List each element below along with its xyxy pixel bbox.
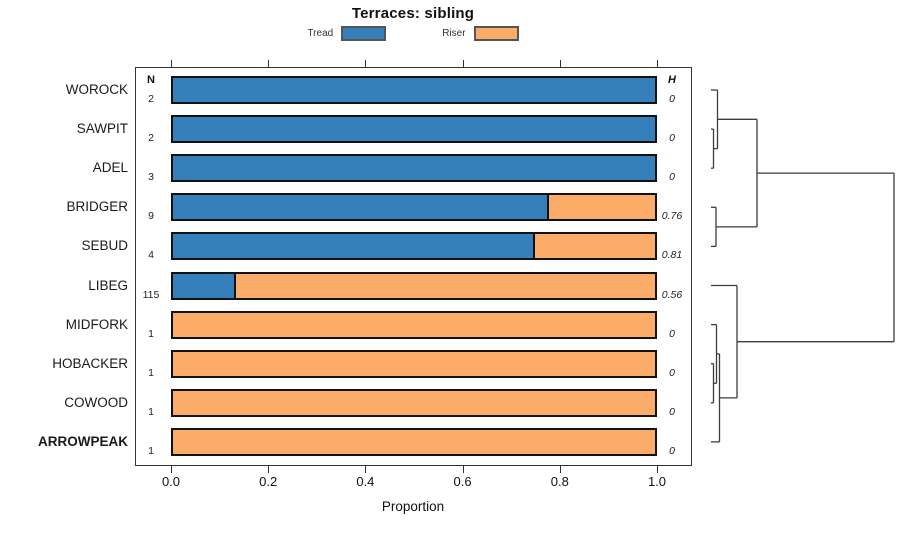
n-value: 1 — [148, 327, 154, 340]
h-value: 0 — [669, 93, 675, 105]
row-label: WOROCK — [65, 82, 128, 97]
top-axis-tick — [365, 60, 367, 67]
row-label: BRIDGER — [66, 199, 128, 215]
row-label: SEBUD — [81, 238, 128, 254]
n-value: 115 — [142, 288, 160, 301]
n-value: 1 — [148, 366, 154, 379]
bar-segment-riser — [534, 234, 655, 259]
bottom-axis-tick — [171, 466, 172, 473]
x-tick-label: 0.4 — [356, 474, 375, 489]
bar-segment-riser — [173, 351, 655, 376]
legend-label-riser: Riser — [442, 28, 466, 39]
bar-segment-riser — [173, 390, 655, 415]
n-value: 1 — [148, 444, 154, 457]
chart-title: Terraces: sibling — [351, 5, 475, 22]
proportion-bar — [171, 115, 657, 144]
h-value: 0 — [669, 327, 675, 340]
n-value: 2 — [148, 93, 154, 105]
x-tick-label: 0.2 — [259, 474, 278, 489]
n-column-header: N — [147, 74, 155, 86]
h-value: 0 — [669, 171, 675, 184]
proportion-bar — [171, 427, 657, 456]
bottom-axis-tick — [559, 466, 561, 473]
bar-segment-riser — [173, 312, 655, 337]
row-label: ARROWPEAK — [38, 433, 128, 449]
plot-frame — [135, 67, 692, 466]
riser-swatch — [473, 26, 519, 41]
row-label: ADEL — [92, 160, 128, 176]
row-label: MIDFORK — [65, 316, 128, 332]
h-value: 0 — [669, 132, 675, 145]
legend-label-tread: Tread — [307, 28, 334, 39]
x-tick-label: 0.0 — [161, 474, 181, 489]
bar-segment-riser — [548, 195, 655, 220]
tread-swatch — [341, 26, 387, 41]
h-value: 0 — [669, 444, 675, 457]
top-axis-tick — [268, 60, 270, 67]
h-value: 0 — [669, 405, 675, 418]
h-value: 0.56 — [661, 288, 683, 301]
h-value: 0.81 — [661, 249, 683, 262]
bottom-axis-tick — [657, 466, 658, 473]
n-value: 1 — [148, 405, 154, 418]
x-tick-label: 1.0 — [647, 474, 667, 489]
row-label: COWOOD — [64, 394, 128, 410]
bar-segment-tread — [173, 78, 655, 102]
n-value: 9 — [148, 210, 154, 223]
proportion-bar — [171, 154, 657, 183]
top-axis-tick — [462, 60, 464, 67]
bottom-axis-tick — [365, 466, 367, 473]
bar-segment-tread — [173, 234, 535, 259]
bar-segment-tread — [173, 273, 236, 298]
h-value: 0.76 — [661, 210, 683, 223]
x-tick-label: 0.8 — [550, 474, 569, 489]
n-value: 4 — [148, 249, 154, 262]
proportion-bar — [171, 193, 657, 222]
x-tick-label: 0.6 — [453, 474, 472, 489]
top-axis-tick — [559, 60, 561, 67]
proportion-bar — [171, 271, 657, 300]
proportion-bar — [171, 310, 657, 339]
row-label: LIBEG — [88, 277, 128, 293]
row-label: HOBACKER — [52, 355, 128, 371]
legend-item-tread: Tread — [307, 26, 387, 41]
proportion-bar — [171, 76, 657, 104]
bar-segment-tread — [173, 117, 655, 142]
bottom-axis-tick — [268, 466, 270, 473]
top-axis-tick — [171, 60, 172, 67]
proportion-bar — [171, 349, 657, 378]
h-column-header: H — [668, 74, 676, 86]
n-value: 2 — [148, 132, 154, 145]
proportion-bar — [171, 232, 657, 261]
legend: Tread Riser — [135, 26, 691, 41]
top-axis-tick — [657, 60, 658, 67]
bar-segment-riser — [173, 429, 655, 454]
proportion-bar — [171, 388, 657, 417]
bar-segment-riser — [235, 273, 655, 298]
row-label: SAWPIT — [76, 121, 128, 137]
bar-segment-tread — [173, 156, 655, 181]
legend-item-riser: Riser — [442, 26, 519, 41]
bottom-axis-tick — [462, 466, 464, 473]
x-axis-title: Proportion — [381, 499, 445, 514]
bar-segment-tread — [173, 195, 549, 220]
n-value: 3 — [148, 171, 154, 184]
h-value: 0 — [669, 366, 675, 379]
